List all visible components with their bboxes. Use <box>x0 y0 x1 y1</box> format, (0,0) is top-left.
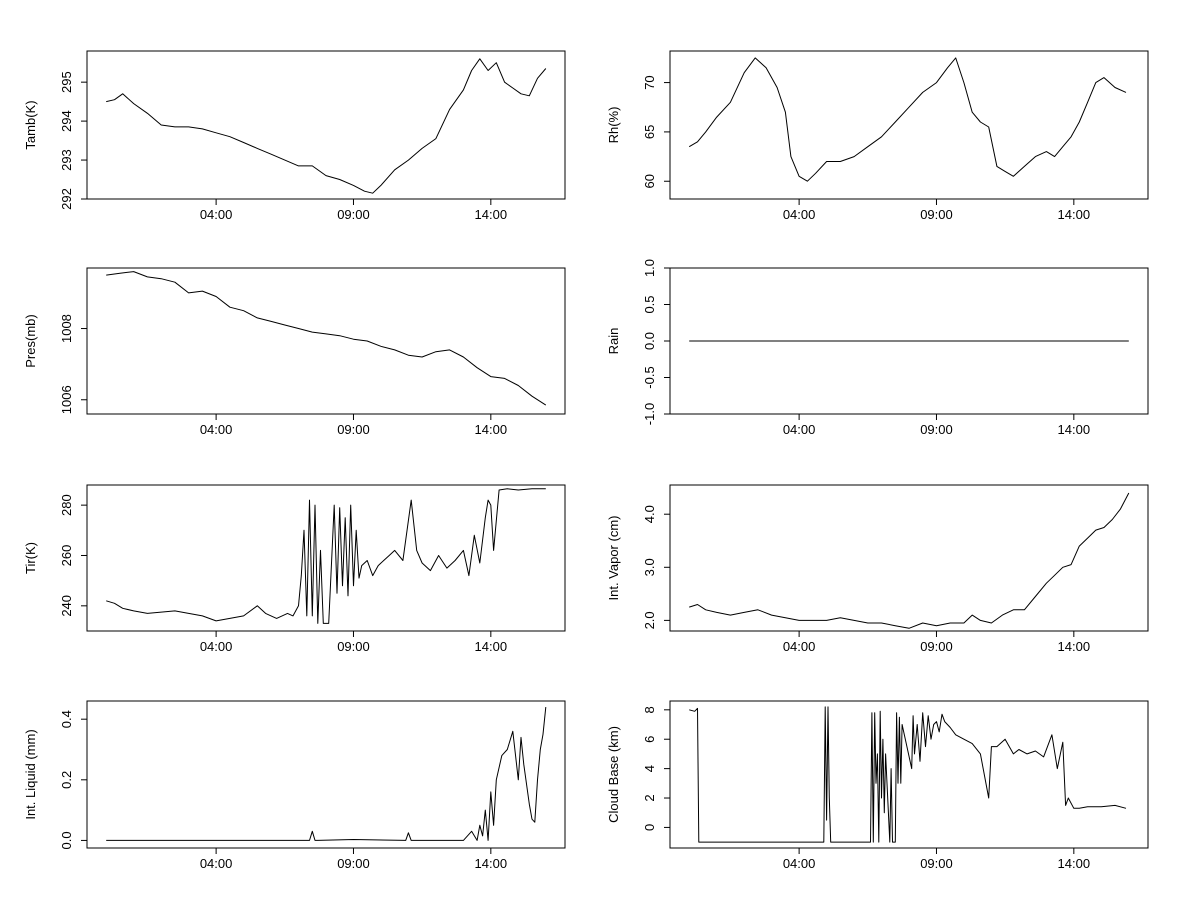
x-tick-label: 14:00 <box>475 639 508 654</box>
series-line <box>689 492 1130 629</box>
series-line <box>106 58 547 194</box>
x-tick-label: 04:00 <box>200 207 233 222</box>
plot-frame <box>86 484 566 632</box>
series-line <box>689 706 1127 843</box>
x-tick-label: 04:00 <box>783 207 816 222</box>
x-tick-label: 09:00 <box>920 207 953 222</box>
x-tick-label: 14:00 <box>475 207 508 222</box>
y-tick-label: 293 <box>59 149 74 171</box>
panel-8: 04:00 09:00 14:00 0 2 4 6 8 Cloud Base (km) <box>606 700 1149 871</box>
plot-frame <box>669 484 1149 632</box>
series-line <box>688 57 1127 182</box>
y-tick-label: 70 <box>642 75 657 89</box>
x-tick-label: 14:00 <box>1058 639 1091 654</box>
y-tick-label: 295 <box>59 71 74 93</box>
plot-frame <box>669 700 1149 849</box>
plot-frame <box>86 50 566 200</box>
x-tick-label: 14:00 <box>1058 422 1091 437</box>
y-tick-label: 294 <box>59 110 74 132</box>
x-tick-label: 04:00 <box>200 856 233 871</box>
y-axis-title: Int. Liquid (mm) <box>23 729 38 819</box>
y-tick-label: 240 <box>59 595 74 617</box>
y-tick-label: 0.4 <box>59 710 74 728</box>
y-tick-label: 280 <box>59 494 74 516</box>
y-tick-label: 60 <box>642 174 657 188</box>
x-tick-label: 09:00 <box>337 856 370 871</box>
panel-1: 04:00 09:00 14:00 292 293 294 295 Tamb(K) <box>23 50 566 222</box>
x-tick-label: 04:00 <box>783 856 816 871</box>
y-axis-title: Rain <box>606 328 621 355</box>
panel-4: 04:00 09:00 14:00 -1.0 -0.5 0.0 0.5 1.0 Rain <box>606 259 1149 437</box>
panel-5: 04:00 09:00 14:00 240 260 280 Tir(K) <box>23 484 566 654</box>
plot-frame <box>86 267 566 415</box>
y-tick-label: -1.0 <box>642 403 657 425</box>
y-axis-title: Int. Vapor (cm) <box>606 515 621 600</box>
y-axis-title: Pres(mb) <box>23 314 38 367</box>
y-tick-label: 292 <box>59 188 74 210</box>
y-tick-label: 0.0 <box>59 831 74 849</box>
x-tick-label: 09:00 <box>337 639 370 654</box>
panel-6: 04:00 09:00 14:00 2.0 3.0 4.0 Int. Vapor (cm) <box>606 484 1149 654</box>
y-tick-label: 1006 <box>59 385 74 414</box>
x-tick-label: 09:00 <box>920 422 953 437</box>
y-tick-label: 1008 <box>59 314 74 343</box>
x-tick-label: 09:00 <box>337 422 370 437</box>
y-tick-label: 0 <box>642 824 657 831</box>
y-tick-label: 4.0 <box>642 505 657 523</box>
x-tick-label: 14:00 <box>1058 207 1091 222</box>
x-tick-label: 14:00 <box>475 422 508 437</box>
y-tick-label: 8 <box>642 706 657 713</box>
series-line <box>106 488 546 624</box>
y-tick-label: 2.0 <box>642 611 657 629</box>
y-tick-label: -0.5 <box>642 366 657 388</box>
y-axis-title: Rh(%) <box>606 107 621 144</box>
y-tick-label: 2 <box>642 794 657 801</box>
x-tick-label: 14:00 <box>1058 856 1091 871</box>
y-tick-label: 0.5 <box>642 295 657 313</box>
panel-2: 04:00 09:00 14:00 60 65 70 Rh(%) <box>606 50 1149 222</box>
y-axis-title: Cloud Base (km) <box>606 726 621 823</box>
x-tick-label: 04:00 <box>200 422 233 437</box>
y-tick-label: 0.2 <box>59 771 74 789</box>
y-tick-label: 3.0 <box>642 558 657 576</box>
x-tick-label: 04:00 <box>783 639 816 654</box>
y-tick-label: 65 <box>642 125 657 139</box>
x-tick-label: 09:00 <box>920 856 953 871</box>
y-tick-label: 260 <box>59 545 74 567</box>
y-tick-label: 0.0 <box>642 332 657 350</box>
series-line <box>106 707 547 841</box>
y-axis-title: Tamb(K) <box>23 100 38 149</box>
panel-7: 04:00 09:00 14:00 0.0 0.2 0.4 Int. Liquid (mm) <box>23 700 566 871</box>
x-tick-label: 14:00 <box>475 856 508 871</box>
x-tick-label: 09:00 <box>337 207 370 222</box>
x-tick-label: 04:00 <box>783 422 816 437</box>
y-tick-label: 6 <box>642 736 657 743</box>
x-tick-label: 04:00 <box>200 639 233 654</box>
series-line <box>106 271 547 406</box>
y-axis-title: Tir(K) <box>23 542 38 574</box>
plot-frame <box>669 50 1149 200</box>
y-tick-label: 1.0 <box>642 259 657 277</box>
y-tick-label: 4 <box>642 765 657 772</box>
x-tick-label: 09:00 <box>920 639 953 654</box>
panel-3: 04:00 09:00 14:00 1006 1008 Pres(mb) <box>23 267 566 437</box>
plot-frame <box>86 700 566 849</box>
